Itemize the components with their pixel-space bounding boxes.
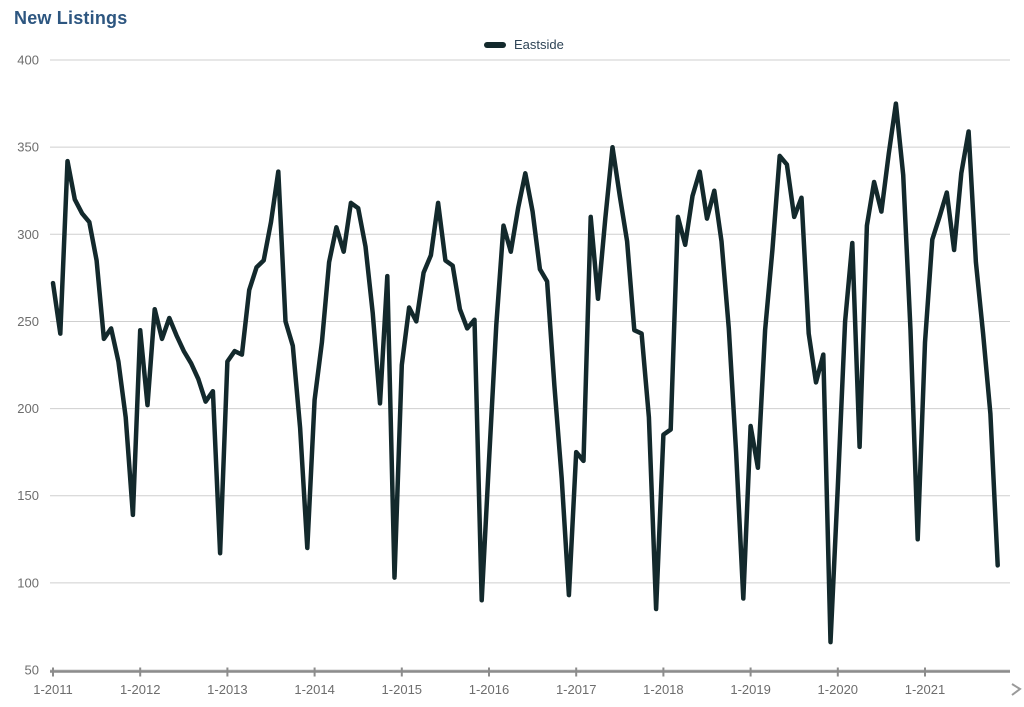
x-axis-tick-label: 1-2021: [905, 682, 945, 697]
legend-line-swatch: [484, 41, 506, 48]
y-axis-tick-label: 200: [17, 401, 39, 416]
y-axis-tick-label: 150: [17, 488, 39, 503]
x-axis-tick-label: 1-2019: [730, 682, 770, 697]
clipped-axis-fragment: [1011, 683, 1022, 696]
y-axis-tick-label: 250: [17, 314, 39, 329]
y-axis-tick-label: 400: [17, 53, 39, 68]
y-axis-tick-label: 350: [17, 140, 39, 155]
x-axis-tick-label: 1-2018: [643, 682, 683, 697]
page-title: New Listings: [14, 8, 128, 28]
legend-series-label: Eastside: [514, 37, 564, 52]
legend: Eastside: [484, 37, 564, 52]
y-axis-tick-label: 50: [25, 663, 39, 678]
x-axis-tick-label: 1-2011: [33, 682, 73, 697]
x-axis-tick-label: 1-2012: [120, 682, 160, 697]
x-axis-tick-label: 1-2014: [294, 682, 334, 697]
x-axis-tick-label: 1-2013: [207, 682, 247, 697]
eastside-series-line: [50, 101, 1000, 645]
x-axis-tick-label: 1-2017: [556, 682, 596, 697]
y-axis-tick-label: 300: [17, 227, 39, 242]
x-axis-tick-label: 1-2020: [818, 682, 858, 697]
x-axis-tick-label: 1-2015: [382, 682, 422, 697]
x-axis-tick-label: 1-2016: [469, 682, 509, 697]
y-axis-tick-label: 100: [17, 575, 39, 590]
